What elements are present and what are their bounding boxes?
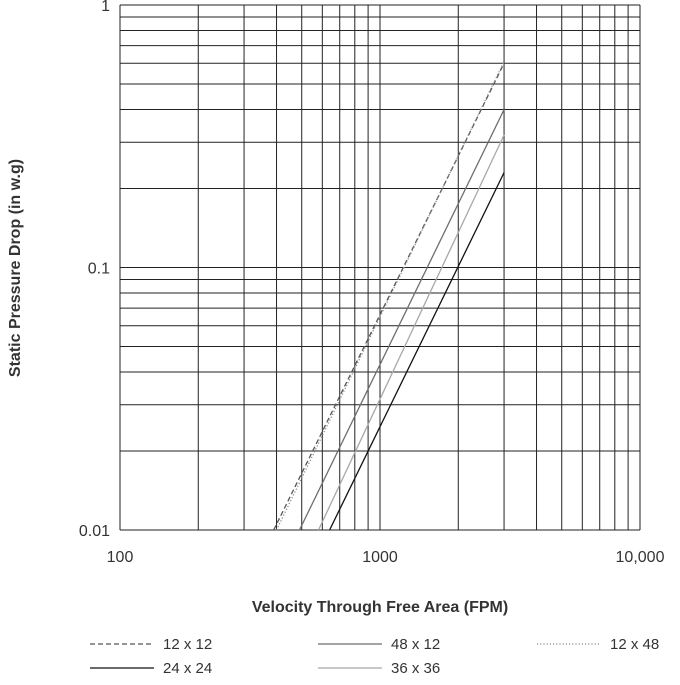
series-line bbox=[273, 62, 505, 531]
x-tick-label: 1000 bbox=[362, 549, 398, 566]
y-axis-title: Static Pressure Drop (in w.g) bbox=[7, 159, 24, 377]
legend-label: 48 x 12 bbox=[391, 636, 440, 653]
tick-labels: 100 1000 10,000 1 0.1 0.01 bbox=[79, 0, 665, 566]
y-tick-label: 0.01 bbox=[79, 523, 110, 540]
series-lines bbox=[273, 61, 505, 531]
x-tick-label: 100 bbox=[107, 549, 134, 566]
y-tick-label: 0.1 bbox=[88, 261, 110, 278]
y-tick-label: 1 bbox=[101, 0, 110, 15]
x-axis-title: Velocity Through Free Area (FPM) bbox=[252, 599, 508, 616]
x-tick-label: 10,000 bbox=[616, 549, 665, 566]
legend-label: 24 x 24 bbox=[163, 660, 212, 677]
legend-label: 12 x 48 bbox=[610, 636, 659, 653]
plot-grid bbox=[119, 4, 641, 531]
legend-label: 12 x 12 bbox=[163, 636, 212, 653]
series-line bbox=[298, 109, 505, 531]
series-line bbox=[329, 172, 505, 531]
legend: 12 x 12 48 x 12 12 x 48 24 x 24 36 x 36 bbox=[90, 636, 659, 677]
legend-label: 36 x 36 bbox=[391, 660, 440, 677]
series-line bbox=[275, 61, 505, 531]
series-line bbox=[317, 134, 505, 531]
